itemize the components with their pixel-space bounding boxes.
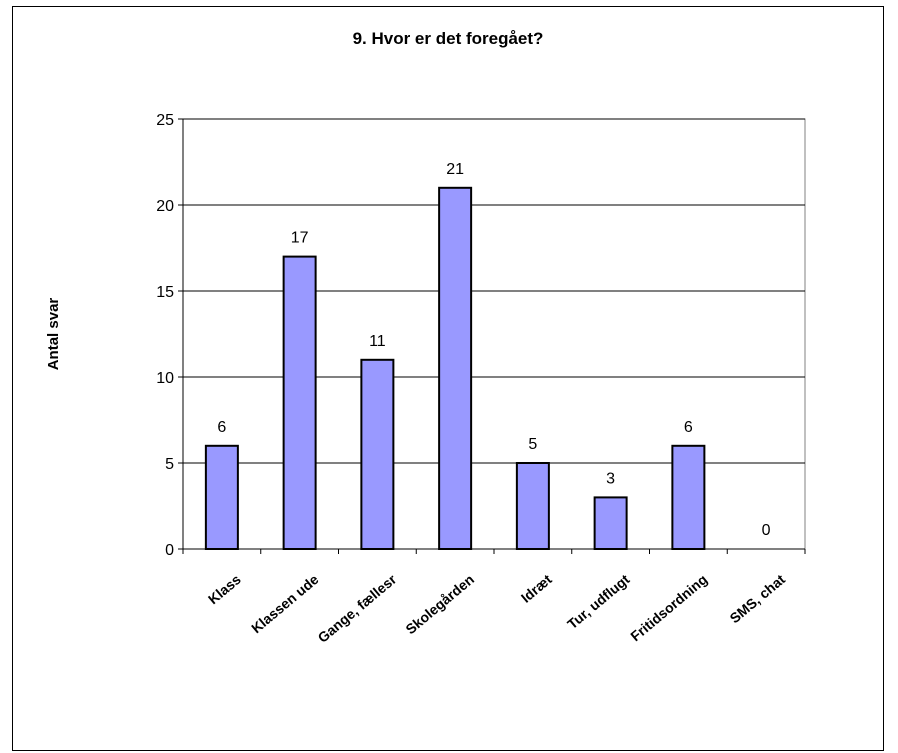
category-label: Tur, udflugt <box>564 571 633 632</box>
data-label: 21 <box>446 161 464 178</box>
y-tick-label: 0 <box>165 542 174 559</box>
bar <box>360 358 395 550</box>
data-label: 6 <box>684 419 693 436</box>
data-label: 11 <box>369 333 386 350</box>
data-label: 17 <box>291 230 309 247</box>
category-label: Klassen ude <box>248 571 322 636</box>
bar <box>204 444 239 550</box>
y-axis-label: Antal svar <box>45 298 62 371</box>
y-tick-label: 15 <box>156 284 174 301</box>
bar <box>593 496 628 550</box>
bar <box>671 444 706 550</box>
chart-title: 9. Hvor er det foregået? <box>352 29 544 48</box>
category-label: SMS, chat <box>727 571 789 626</box>
category-label: Gange, fællesr <box>315 571 400 646</box>
bar <box>438 186 473 551</box>
y-tick-label: 25 <box>156 112 174 129</box>
y-tick-label: 5 <box>165 456 174 473</box>
y-tick-label: 20 <box>156 198 174 215</box>
data-label: 0 <box>762 522 771 539</box>
data-label: 5 <box>528 436 537 453</box>
data-label: 6 <box>217 419 226 436</box>
category-label: Skolegården <box>402 571 477 637</box>
plot-area <box>182 118 806 550</box>
bar <box>515 462 550 550</box>
category-label: Klass <box>205 571 244 607</box>
category-label: Idræt <box>518 571 555 606</box>
y-tick-label: 10 <box>156 370 174 387</box>
data-label: 3 <box>606 470 615 487</box>
category-label: Fritidsordning <box>627 571 710 644</box>
bar <box>282 255 317 550</box>
